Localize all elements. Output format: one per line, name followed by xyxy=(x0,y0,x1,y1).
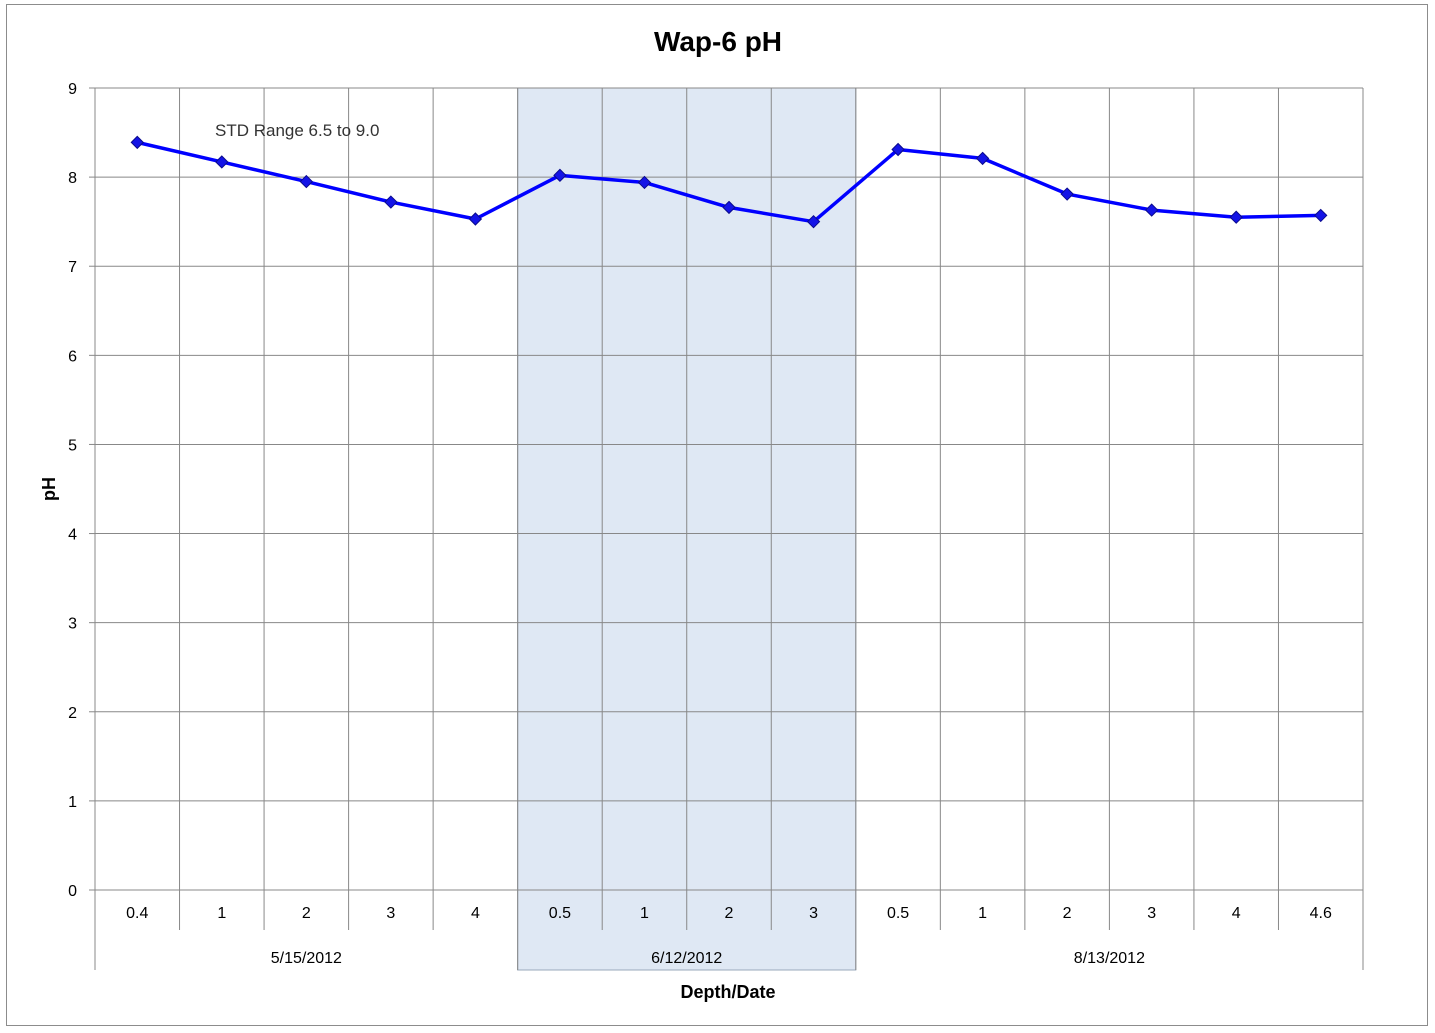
data-point-marker xyxy=(384,195,398,209)
x-tick-label: 0.5 xyxy=(887,905,909,922)
data-point-marker xyxy=(215,155,229,169)
group-label-1: 5/15/2012 xyxy=(271,950,342,967)
y-tick-label: 0 xyxy=(68,883,77,900)
x-tick-label: 2 xyxy=(1063,905,1072,922)
x-tick-label: 4.6 xyxy=(1310,905,1332,922)
y-tick-label: 5 xyxy=(68,437,77,454)
group-label-2: 6/12/2012 xyxy=(651,950,722,967)
x-tick-label: 4 xyxy=(1232,905,1241,922)
x-tick-label: 2 xyxy=(302,905,311,922)
chart-title: Wap-6 pH xyxy=(654,26,782,57)
data-point-marker xyxy=(1229,210,1243,224)
y-tick-label: 7 xyxy=(68,259,77,276)
x-tick-label: 0.5 xyxy=(549,905,571,922)
x-tick-label: 1 xyxy=(978,905,987,922)
x-tick-label: 4 xyxy=(471,905,480,922)
data-point-marker xyxy=(468,212,483,226)
data-point-marker xyxy=(553,168,567,183)
y-tick-label: 2 xyxy=(68,705,77,722)
y-tick-label: 9 xyxy=(68,81,77,98)
data-point-marker xyxy=(891,142,905,157)
x-tick-label: 3 xyxy=(1147,905,1156,922)
x-tick-label: 3 xyxy=(809,905,818,922)
data-point-marker xyxy=(1144,203,1159,217)
axis-layer: 0 1 2 3 4 5 6 7 8 9 0.4 1 2 3 4 5/15/2012 0.5 1 2 3 6/12/201… xyxy=(68,81,1364,970)
series-layer xyxy=(130,135,1328,229)
data-point-marker xyxy=(637,175,652,190)
group-label-3: 8/13/2012 xyxy=(1074,950,1145,967)
x-tick-label: 0.4 xyxy=(126,905,148,922)
data-point-marker xyxy=(1060,187,1074,201)
x-tick-label: 2 xyxy=(725,905,734,922)
y-tick-label: 8 xyxy=(68,170,77,187)
y-tick-label: 6 xyxy=(68,348,77,365)
y-tick-label: 4 xyxy=(68,527,77,544)
x-tick-label: 1 xyxy=(640,905,649,922)
x-tick-label: 1 xyxy=(217,905,226,922)
data-point-marker xyxy=(130,135,144,150)
y-tick-label: 3 xyxy=(68,616,77,633)
std-range-annotation: STD Range 6.5 to 9.0 xyxy=(215,121,379,140)
grid-layer xyxy=(94,87,1364,891)
data-point-marker xyxy=(806,214,821,229)
data-point-marker xyxy=(299,174,314,189)
data-point-marker xyxy=(1314,208,1328,223)
x-axis-title: Depth/Date xyxy=(680,982,775,1002)
x-tick-label: 3 xyxy=(386,905,395,922)
y-tick-label: 1 xyxy=(68,794,77,811)
data-point-marker xyxy=(975,151,990,166)
data-point-marker xyxy=(722,200,736,215)
y-axis-title: pH xyxy=(39,477,59,501)
